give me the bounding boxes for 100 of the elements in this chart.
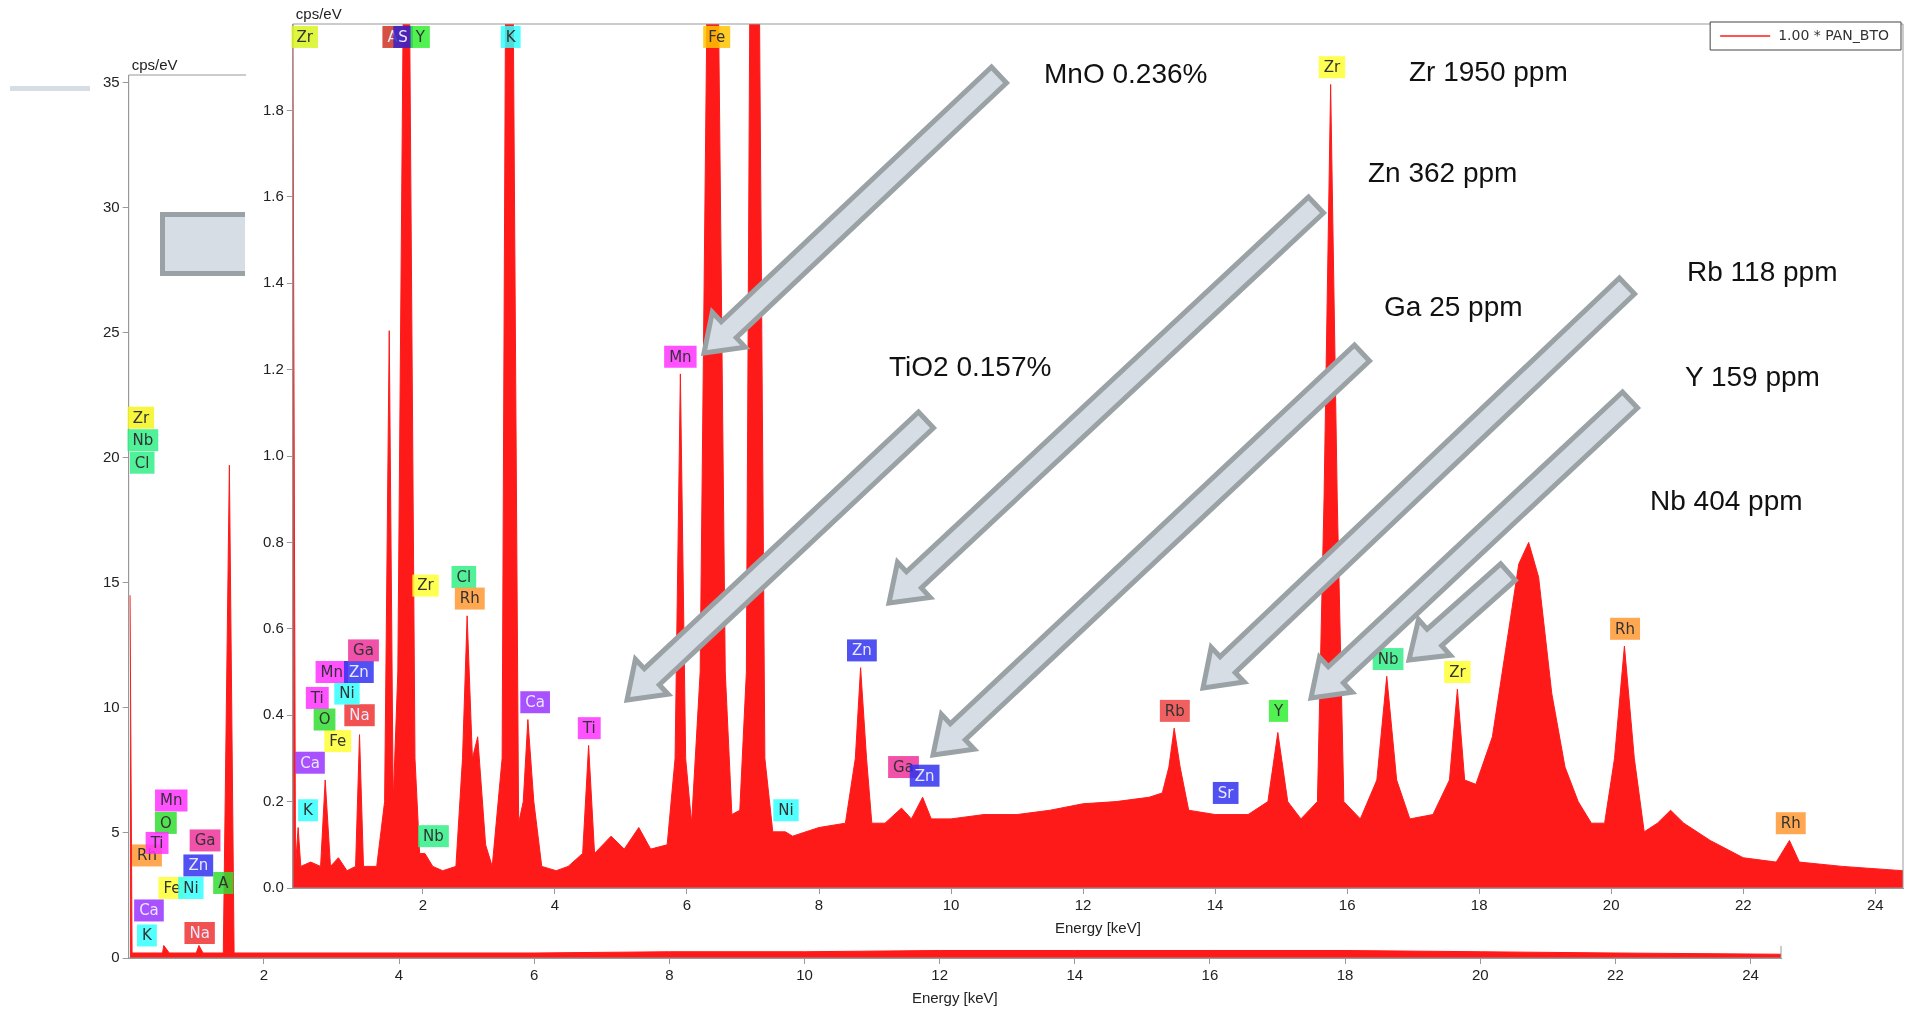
- annotation: Nb: [423, 827, 444, 846]
- y-tick-label: 1.4: [262, 273, 284, 291]
- annotation: Na: [349, 706, 370, 725]
- x-tick-label: 14: [1206, 896, 1224, 914]
- annotation: Fe: [708, 27, 726, 46]
- x-tick-label: 12: [1074, 896, 1092, 914]
- y-tick-label: 30: [103, 197, 120, 215]
- y-tick-label: 1.6: [262, 186, 284, 204]
- annotation: Zn: [852, 641, 872, 660]
- x-tick-label: 22: [1607, 966, 1624, 984]
- annotation: K: [505, 27, 517, 46]
- annotation: Rb 118 ppm: [1687, 255, 1838, 287]
- y-tick-label: 20: [103, 447, 120, 465]
- annotation: K: [303, 801, 315, 820]
- x-tick-label: 20: [1602, 896, 1620, 914]
- annotation: Zn 362 ppm: [1368, 156, 1518, 188]
- y-tick-label: 0: [111, 948, 120, 966]
- annotation: TiO2 0.157%: [889, 350, 1052, 382]
- annotation: K: [142, 926, 154, 945]
- x-tick-label: 10: [796, 966, 813, 984]
- x-tick-label: 18: [1336, 966, 1354, 984]
- y-tick-label: 0.6: [262, 618, 284, 636]
- y-tick-label: 0.0: [262, 878, 284, 896]
- annotation: Zn: [348, 662, 369, 681]
- x-tick-label: 12: [931, 966, 948, 984]
- annotation: Y: [414, 27, 426, 46]
- annotation: Ti: [581, 719, 596, 738]
- x-tick-label: 16: [1201, 966, 1219, 984]
- annotation: Rb: [1164, 701, 1185, 720]
- annotation: Zr: [1323, 58, 1341, 77]
- annotation: Rh: [459, 589, 480, 608]
- annotation: Ca: [300, 753, 320, 772]
- x-tick-label: 14: [1066, 966, 1084, 984]
- annotation: Cl: [456, 567, 472, 586]
- y-tick-label: 5: [111, 823, 120, 841]
- annotation: Ga 25 ppm: [1384, 290, 1523, 322]
- annotation: Rh: [1615, 619, 1636, 638]
- annotation: A: [218, 873, 230, 892]
- y-axis-title: cps/eV: [295, 4, 342, 22]
- annotation: Ni: [778, 801, 794, 820]
- annotation: Cl: [134, 453, 150, 472]
- x-tick-label: 8: [814, 896, 824, 914]
- annotation: Mn: [669, 347, 692, 366]
- legend-label: 1.00 * PAN_BTO: [1778, 26, 1890, 43]
- x-tick-label: 24: [1866, 896, 1884, 914]
- annotation: O: [318, 710, 331, 729]
- x-tick-label: 2: [418, 896, 428, 914]
- x-tick-label: 18: [1470, 896, 1488, 914]
- x-tick-label: 6: [529, 966, 539, 984]
- annotation: Sr: [1217, 783, 1235, 802]
- annotation: MnO 0.236%: [1044, 57, 1208, 89]
- y-tick-label: 10: [103, 698, 120, 715]
- annotation: Ga: [194, 831, 216, 850]
- annotation: Y 159 ppm: [1685, 360, 1820, 392]
- annotation: Ni: [339, 684, 355, 703]
- y-tick-label: 35: [103, 72, 120, 90]
- annotation: Na: [189, 923, 210, 942]
- x-axis-title: Energy [keV]: [911, 989, 998, 1007]
- x-tick-label: 2: [259, 966, 269, 984]
- annotation: Zr: [296, 27, 314, 46]
- x-tick-label: 16: [1338, 896, 1356, 914]
- annotation: Ni: [183, 878, 199, 897]
- y-tick-label: 0.8: [262, 532, 284, 550]
- annotation: Zr: [417, 576, 435, 595]
- y-tick-label: 25: [103, 322, 120, 340]
- annotation: Nb: [132, 431, 154, 450]
- annotation: Zr 1950 ppm: [1409, 55, 1568, 87]
- x-tick-label: 6: [682, 896, 692, 914]
- annotation: Zr: [1449, 662, 1467, 681]
- annotation: Rh: [1780, 814, 1801, 833]
- annotation: Zn: [188, 856, 209, 875]
- annotation: Mn: [160, 791, 183, 810]
- annotation: Ca: [525, 693, 545, 712]
- annotation: Nb: [1377, 649, 1399, 668]
- annotation: S: [398, 27, 408, 46]
- y-tick-label: 15: [103, 572, 120, 590]
- y-tick-label: 1.0: [262, 446, 284, 464]
- y-axis-title: cps/eV: [131, 55, 178, 73]
- annotation: Mn: [320, 662, 344, 681]
- x-tick-label: 24: [1742, 966, 1759, 984]
- annotation: Y: [1272, 701, 1284, 720]
- annotation: Zr: [132, 408, 150, 427]
- annotation: Ti: [309, 688, 324, 707]
- annotation: Ca: [139, 901, 159, 920]
- annotation: Nb 404 ppm: [1650, 484, 1803, 516]
- x-tick-label: 4: [550, 896, 560, 914]
- x-tick-label: 8: [665, 966, 674, 984]
- annotation: Fe: [329, 732, 347, 751]
- x-axis-title: Energy [keV]: [1054, 919, 1141, 937]
- x-tick-label: 4: [394, 966, 404, 984]
- x-tick-label: 20: [1471, 966, 1489, 984]
- y-tick-label: 0.2: [262, 791, 284, 809]
- annotation: O: [159, 813, 172, 832]
- y-tick-label: 0.4: [262, 705, 284, 723]
- x-tick-label: 10: [942, 896, 960, 914]
- annotation: Zn: [914, 766, 935, 785]
- annotation: Ga: [353, 641, 374, 660]
- annotation: Ga: [893, 757, 914, 776]
- y-tick-label: 1.2: [262, 359, 284, 377]
- x-tick-label: 22: [1734, 896, 1752, 914]
